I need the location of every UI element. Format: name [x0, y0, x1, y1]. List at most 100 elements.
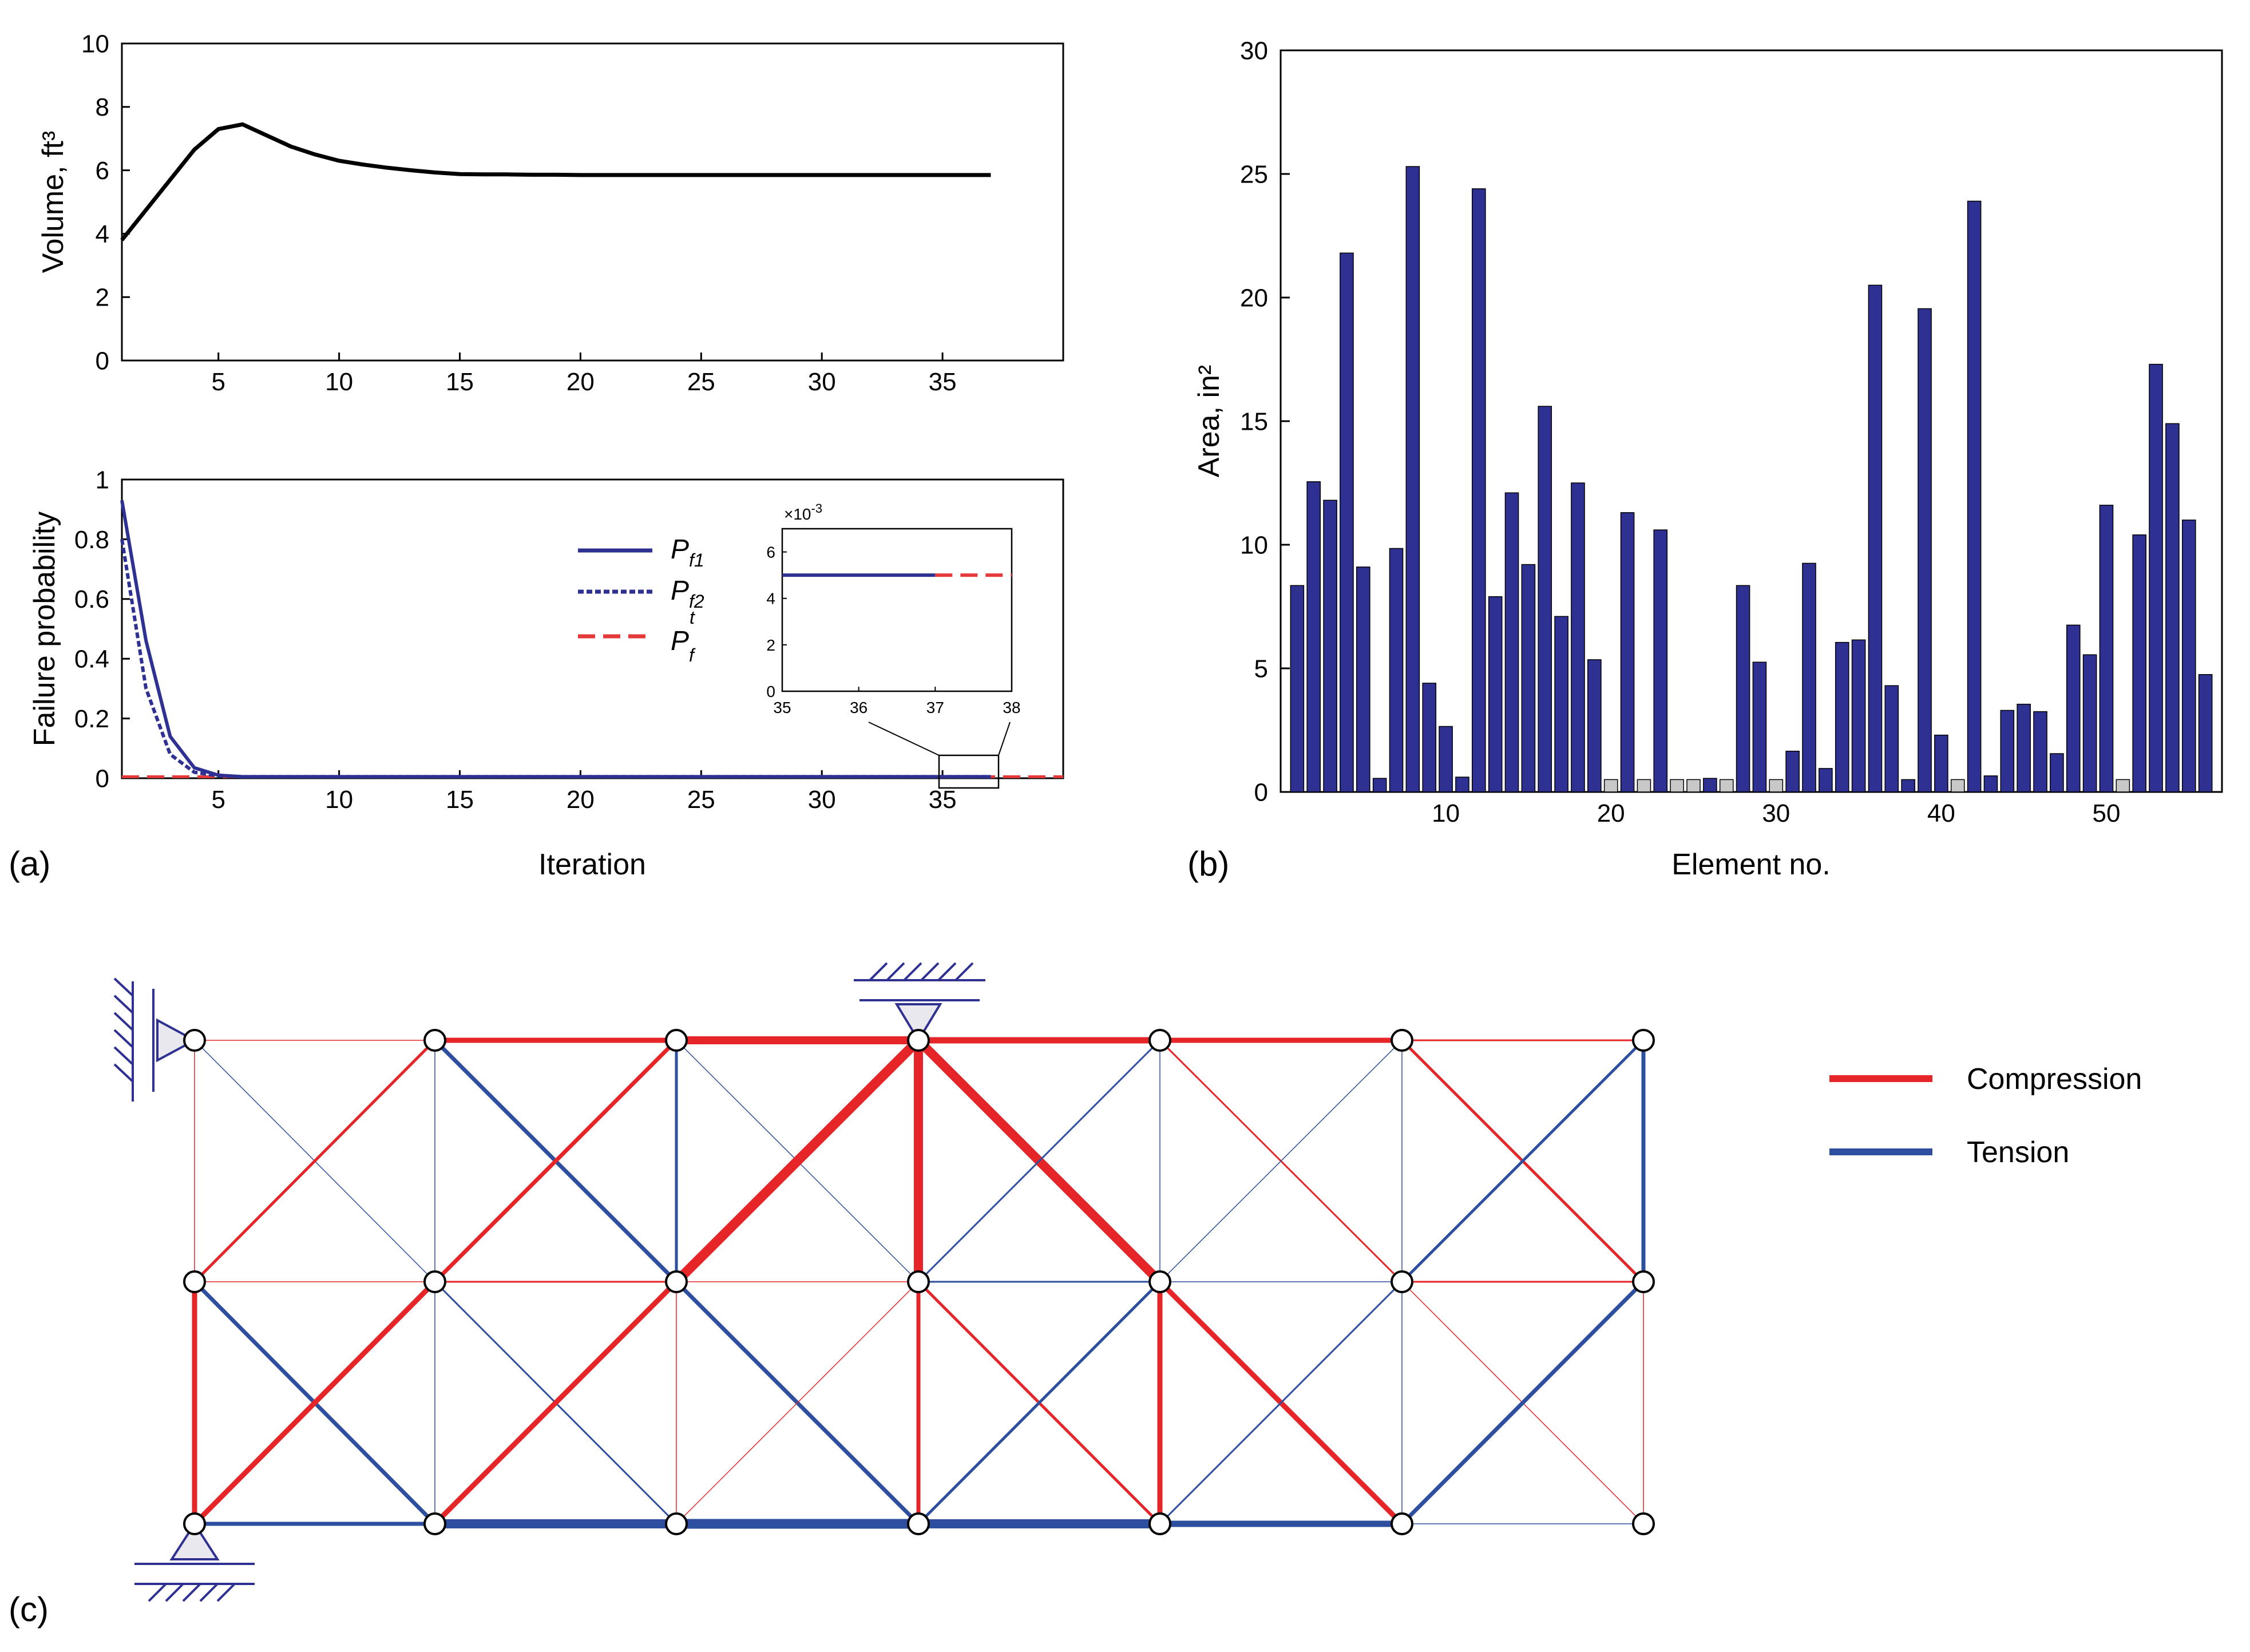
- truss-node-2-2: [665, 1512, 688, 1535]
- area-bar-24: [1670, 779, 1684, 793]
- area-bar-42: [1967, 200, 1982, 793]
- truss-member-56: [1400, 1279, 1646, 1526]
- area-bar-26: [1703, 778, 1717, 793]
- failure-y-tick-label-0: 0: [96, 764, 109, 793]
- truss-member-43: [1159, 1040, 1403, 1282]
- area-bar-4: [1340, 252, 1354, 793]
- area-bar-1: [1290, 585, 1305, 793]
- area-bar-32: [1802, 562, 1816, 793]
- inset-x-tick-label-38: 38: [1003, 699, 1020, 716]
- volume-x-ticks: 5 10 15 20 25 30 35: [211, 352, 957, 396]
- truss-node-1-5: [1391, 1270, 1413, 1293]
- area-bar-22: [1637, 779, 1651, 793]
- failure-line-f1: [120, 500, 991, 779]
- truss-member-42: [917, 1039, 1161, 1283]
- area-x-tick-label-40: 40: [1927, 799, 1955, 827]
- failure-legend: Pf1 Pf2 Pf t: [578, 534, 704, 665]
- area-chart: 0 5 10 15 20 25 30 10 20 30 40 50 Area, in² Elemen…: [1193, 37, 2223, 881]
- area-bar-10: [1439, 726, 1453, 793]
- area-bar-20: [1603, 779, 1618, 793]
- area-bar-37: [1884, 685, 1899, 793]
- volume-y-tick-label-8: 8: [96, 93, 109, 121]
- area-bar-44: [2000, 710, 2015, 793]
- volume-x-tick-label-15: 15: [446, 368, 474, 396]
- zoom-connector-right: [998, 722, 1011, 756]
- truss-node-2-3: [907, 1512, 930, 1535]
- area-y-tick-label-15: 15: [1240, 407, 1268, 435]
- truss-member-40: [433, 1038, 679, 1284]
- area-bar-49: [2082, 654, 2097, 793]
- truss-member-54: [917, 1280, 1162, 1526]
- inset-x-tick-label-35: 35: [773, 699, 791, 716]
- failure-x-tick-label-15: 15: [446, 786, 474, 814]
- failure-y-tick-label-0.6: 0.6: [74, 585, 109, 613]
- area-bar-35: [1851, 639, 1866, 793]
- area-bar-54: [2165, 423, 2180, 793]
- legend-pft-superscript: t: [690, 607, 695, 628]
- area-bar-27: [1719, 779, 1734, 793]
- area-x-tick-label-10: 10: [1432, 799, 1460, 827]
- volume-x-tick-label-5: 5: [211, 368, 225, 396]
- area-bar-9: [1422, 683, 1437, 793]
- volume-y-tick-label-0: 0: [96, 347, 109, 375]
- truss-node-0-6: [1632, 1029, 1655, 1052]
- failure-y-tick-label-0.2: 0.2: [74, 705, 109, 733]
- failure-x-tick-label-10: 10: [325, 786, 353, 814]
- area-axes-frame: [1280, 49, 2223, 793]
- area-bar-48: [2066, 624, 2081, 793]
- truss-member-53: [676, 1281, 919, 1524]
- area-bar-39: [1918, 308, 1932, 793]
- failure-x-tick-label-5: 5: [211, 786, 225, 814]
- truss-member-55: [1159, 1281, 1403, 1525]
- area-y-tick-label-0: 0: [1254, 778, 1268, 806]
- truss-node-1-0: [183, 1270, 206, 1293]
- area-y-tick-label-25: 25: [1240, 160, 1268, 188]
- area-bar-55: [2181, 520, 2196, 793]
- area-bar-41: [1950, 779, 1965, 793]
- area-bar-53: [2149, 363, 2163, 793]
- panel-label-c: (c): [9, 1590, 49, 1629]
- truss-node-2-4: [1148, 1512, 1171, 1535]
- area-bar-15: [1521, 564, 1536, 793]
- legend-pf1-label: Pf1: [671, 534, 704, 571]
- area-bar-52: [2132, 534, 2146, 793]
- area-bar-46: [2033, 711, 2047, 793]
- failure-inset: 35 36 37 38 0 2 4 6 ×10-3: [766, 501, 1020, 716]
- area-bar-17: [1554, 616, 1568, 793]
- panel-label-a: (a): [9, 845, 50, 883]
- area-y-ticks: 0 5 10 15 20 25 30: [1240, 37, 1290, 806]
- failure-series: [120, 500, 1063, 779]
- failure-x-tick-label-25: 25: [687, 786, 715, 814]
- volume-y-label: Volume, ft³: [37, 131, 70, 274]
- truss-member-51: [192, 1279, 438, 1527]
- area-x-tick-label-30: 30: [1762, 799, 1790, 827]
- truss-node-1-6: [1632, 1270, 1655, 1293]
- volume-series: [120, 122, 991, 241]
- truss-node-2-6: [1632, 1512, 1655, 1535]
- volume-x-tick-label-10: 10: [325, 368, 353, 396]
- inset-axes-frame: [781, 528, 1013, 692]
- zoom-region-box: [938, 754, 1000, 789]
- area-bar-5: [1356, 566, 1370, 793]
- failure-x-tick-label-35: 35: [929, 786, 957, 814]
- inset-y-tick-label-6: 6: [766, 544, 775, 561]
- truss-node-2-0: [183, 1512, 206, 1535]
- truss-diagram: Compression Tension: [113, 962, 2142, 1602]
- inset-x-tick-label-36: 36: [850, 699, 867, 716]
- area-bar-18: [1571, 482, 1585, 793]
- failure-chart: 00.20.40.60.81 5 10 15 20 25 30 35 Failure pro…: [28, 466, 1064, 881]
- volume-x-tick-label-25: 25: [687, 368, 715, 396]
- volume-x-tick-label-35: 35: [929, 368, 957, 396]
- area-x-tick-label-50: 50: [2093, 799, 2121, 827]
- truss-node-0-0: [183, 1029, 206, 1052]
- area-bar-34: [1835, 641, 1849, 793]
- failure-x-label: Iteration: [538, 848, 646, 881]
- support-top-left: [113, 977, 197, 1102]
- inset-ticks: 35 36 37 38 0 2 4 6: [766, 544, 1020, 716]
- area-bars: [1290, 166, 2213, 793]
- inset-y-tick-label-4: 4: [766, 590, 775, 608]
- truss-node-0-4: [1148, 1029, 1171, 1052]
- volume-x-tick-label-30: 30: [808, 368, 836, 396]
- area-bar-50: [2099, 505, 2114, 793]
